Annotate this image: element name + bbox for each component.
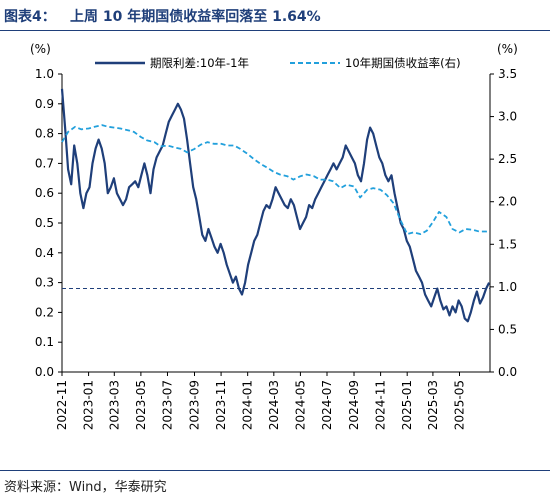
left-axis-tick-label: 0.3 [35,276,54,290]
line-chart: 1.0 0.9 0.8 0.7 0.6 0.5 0.4 0.3 0.2 0.1 0.0 3.5 3.0 2… [30,42,518,430]
series-line-yield [61,124,490,236]
x-axis-tick-label: 2023-03 [107,380,121,430]
right-axis-tick-label: 3.5 [498,67,517,81]
x-axis-tick-label: 2024-05 [293,380,307,430]
legend: 期限利差:10年-1年 10年期国债收益率(右) [90,50,500,72]
x-axis-tick-label: 2024-01 [241,380,255,430]
left-axis-tick-label: 0.7 [35,156,54,170]
legend-label-spread: 期限利差:10年-1年 [150,56,249,70]
left-axis-tick-label: 0.9 [35,97,54,111]
left-axis-unit: (%) [30,42,51,56]
left-axis-tick-label: 0.1 [35,335,54,349]
right-axis-tick-label: 1.0 [498,280,517,294]
x-axis-tick-label: 2024-09 [347,380,361,430]
legend-label-yield: 10年期国债收益率(右) [345,56,461,70]
left-axis-tick-label: 0.8 [35,127,54,141]
source-note: 资料来源：Wind，华泰研究 [4,480,167,495]
x-axis-tick-label: 2025-01 [400,380,414,430]
x-axis-tick-label: 2023-09 [187,380,201,430]
right-axis-tick-label: 1.5 [498,237,517,251]
right-axis-tick-label: 0.5 [498,322,517,336]
x-axis-tick-label: 2024-03 [267,380,281,430]
x-axis-tick-label: 2023-05 [134,380,148,430]
x-axis-tick-label: 2023-11 [214,380,228,430]
figure-label: 图表4： [4,9,56,25]
left-axis-tick-label: 0.6 [35,186,54,200]
right-axis-tick-label: 3.0 [498,110,517,124]
axes: 1.0 0.9 0.8 0.7 0.6 0.5 0.4 0.3 0.2 0.1 0.0 3.5 3.0 2… [35,67,517,430]
x-axis-tick-label: 2024-07 [320,380,334,430]
figure-title: 上周 10 年期国债收益率回落至 1.64% [70,9,321,25]
left-axis-tick-label: 0.0 [35,365,54,379]
right-axis-tick-label: 2.5 [498,152,517,166]
x-axis-tick-label: 2024-11 [374,380,388,430]
figure-title-bar: 图表4： 上周 10 年期国债收益率回落至 1.64% [0,0,550,31]
right-axis-unit: (%) [497,42,518,56]
left-axis-tick-label: 1.0 [35,67,54,81]
x-axis-tick-label: 2025-03 [426,380,440,430]
legend-background [90,50,500,72]
series-line-spread [60,88,491,323]
x-axis-tick-label: 2022-11 [55,380,69,430]
series-layer [60,88,491,323]
left-axis-tick-label: 0.5 [35,216,54,230]
x-axis-tick-label: 2025-05 [452,380,466,430]
x-axis-tick-label: 2023-07 [160,380,174,430]
left-axis-tick-label: 0.4 [35,246,54,260]
source-bar: 资料来源：Wind，华泰研究 [0,470,550,496]
right-axis-tick-label: 0.0 [498,365,517,379]
right-axis-tick-label: 2.0 [498,195,517,209]
left-axis-tick-label: 0.2 [35,305,54,319]
x-axis-tick-label: 2023-01 [82,380,96,430]
